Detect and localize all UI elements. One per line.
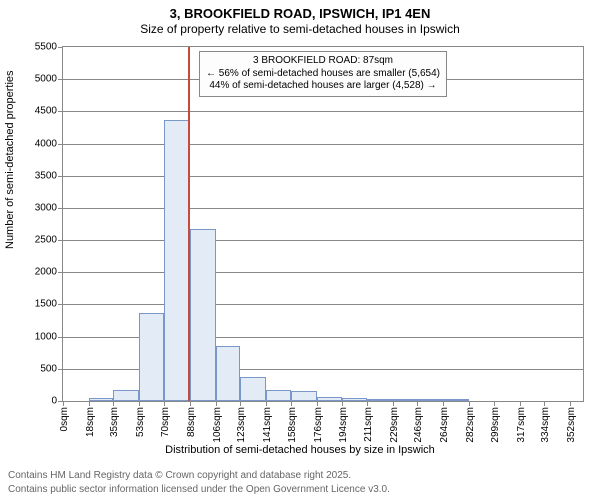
x-tick-label: 53sqm [135,407,146,437]
y-tick-label: 4500 [35,106,63,117]
x-tick-mark [240,401,241,406]
x-tick-mark [544,401,545,406]
page-subtitle: Size of property relative to semi-detach… [0,22,600,36]
x-tick-label: 334sqm [540,407,551,443]
x-tick-label: 282sqm [465,407,476,443]
histogram-bar [164,120,190,401]
grid-line [63,144,583,145]
x-tick-mark [570,401,571,406]
x-tick-mark [89,401,90,406]
y-axis-label: Number of semi-detached properties [4,70,16,249]
annotation-line-smaller: ← 56% of semi-detached houses are smalle… [206,68,440,81]
x-tick-label: 0sqm [59,407,70,431]
plot-area: 0500100015002000250030003500400045005000… [62,46,584,402]
x-tick-label: 106sqm [212,407,223,443]
x-tick-mark [164,401,165,406]
footer-copyright-line1: Contains HM Land Registry data © Crown c… [8,469,390,483]
x-tick-label: 352sqm [566,407,577,443]
y-tick-label: 5000 [35,74,63,85]
annotation-line-address: 3 BROOKFIELD ROAD: 87sqm [206,55,440,68]
title-block: 3, BROOKFIELD ROAD, IPSWICH, IP1 4EN Siz… [0,0,600,36]
annotation-box: 3 BROOKFIELD ROAD: 87sqm ← 56% of semi-d… [199,51,447,97]
x-tick-label: 194sqm [338,407,349,443]
histogram-bar [89,398,113,401]
grid-line [63,304,583,305]
x-tick-label: 229sqm [389,407,400,443]
x-tick-mark [367,401,368,406]
reference-line [188,47,190,401]
chart-container: Number of semi-detached properties 05001… [0,40,600,458]
x-tick-mark [216,401,217,406]
histogram-bar [342,398,366,401]
x-tick-mark [190,401,191,406]
y-tick-label: 4000 [35,138,63,149]
x-tick-label: 18sqm [85,407,96,437]
histogram-bar [113,390,139,401]
y-tick-label: 2000 [35,267,63,278]
page-title: 3, BROOKFIELD ROAD, IPSWICH, IP1 4EN [0,6,600,21]
x-tick-label: 123sqm [236,407,247,443]
x-tick-label: 35sqm [109,407,120,437]
x-axis-label: Distribution of semi-detached houses by … [0,444,600,456]
x-tick-label: 176sqm [313,407,324,443]
x-tick-mark [139,401,140,406]
x-tick-label: 158sqm [287,407,298,443]
grid-line [63,111,583,112]
x-tick-label: 317sqm [516,407,527,443]
histogram-bar [266,390,290,401]
histogram-bar [367,399,393,401]
grid-line [63,272,583,273]
x-tick-label: 299sqm [490,407,501,443]
y-tick-label: 1000 [35,331,63,342]
x-tick-mark [443,401,444,406]
footer: Contains HM Land Registry data © Crown c… [8,469,390,496]
histogram-bar [317,397,343,401]
histogram-bar [216,346,240,401]
histogram-bar [443,399,469,401]
y-tick-label: 2500 [35,235,63,246]
x-tick-label: 211sqm [363,407,374,442]
x-tick-label: 264sqm [439,407,450,443]
x-tick-label: 141sqm [262,407,273,443]
y-tick-label: 500 [40,363,63,374]
histogram-bar [417,399,443,401]
x-tick-mark [291,401,292,406]
x-tick-mark [266,401,267,406]
grid-line [63,240,583,241]
x-tick-mark [393,401,394,406]
y-tick-label: 3500 [35,170,63,181]
y-tick-label: 1500 [35,299,63,310]
x-tick-label: 70sqm [160,407,171,437]
x-tick-label: 88sqm [186,407,197,437]
annotation-line-larger: 44% of semi-detached houses are larger (… [206,80,440,93]
grid-line [63,176,583,177]
y-tick-label: 0 [51,396,63,407]
histogram-bar [139,313,163,401]
x-tick-mark [113,401,114,406]
x-tick-mark [469,401,470,406]
y-tick-label: 3000 [35,202,63,213]
grid-line [63,208,583,209]
x-tick-mark [342,401,343,406]
histogram-bar [291,391,317,401]
x-tick-mark [317,401,318,406]
histogram-bar [393,399,417,401]
x-tick-mark [520,401,521,406]
x-tick-mark [417,401,418,406]
x-tick-mark [63,401,64,406]
x-tick-mark [494,401,495,406]
histogram-bar [240,377,266,401]
footer-copyright-line2: Contains public sector information licen… [8,483,390,497]
y-tick-label: 5500 [35,42,63,53]
histogram-bar [190,229,216,401]
x-tick-label: 246sqm [413,407,424,443]
